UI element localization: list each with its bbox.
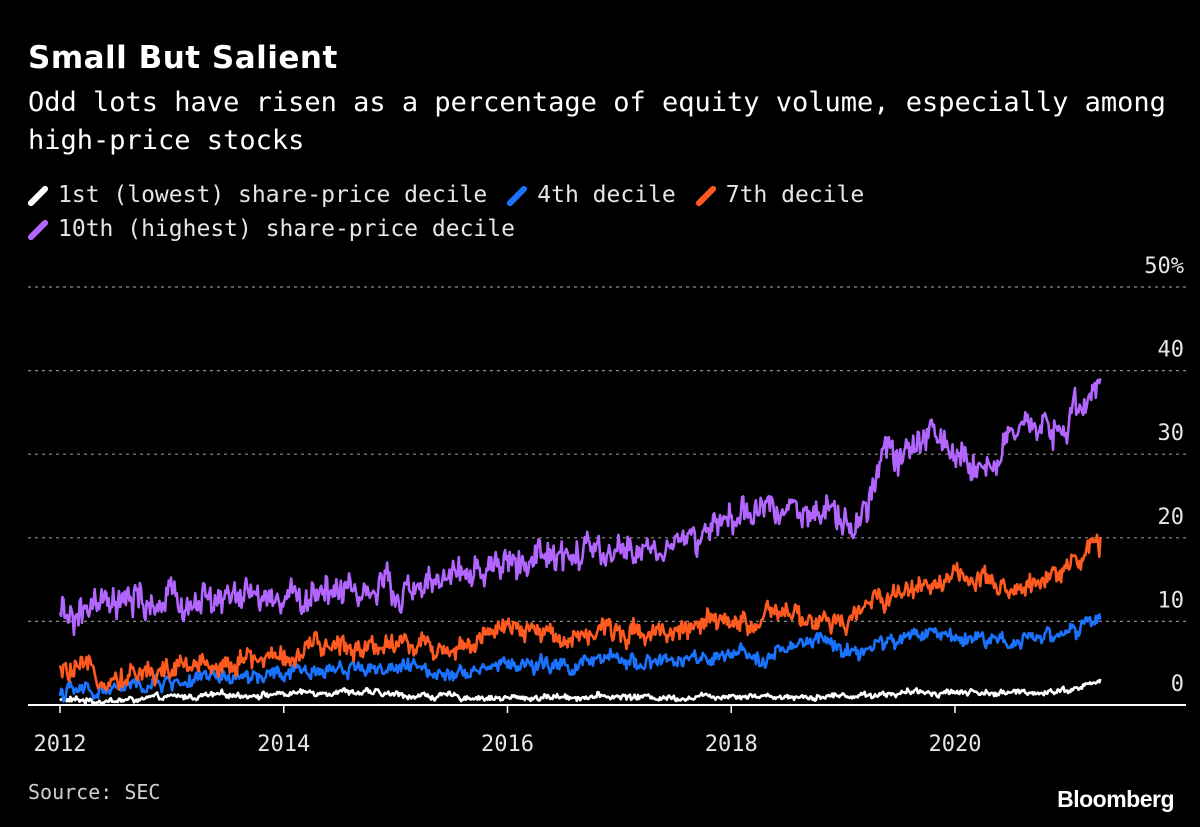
y-tick-label-0: 0 xyxy=(1171,672,1184,697)
y-tick-label-20: 20 xyxy=(1158,505,1185,530)
bloomberg-logo: Bloomberg xyxy=(1057,786,1174,812)
legend-item-1st-decile: 1st (lowest) share-price decile xyxy=(26,182,487,208)
series-1st-decile-line xyxy=(59,678,1102,706)
x-tick-label-2012: 2012 xyxy=(34,732,87,757)
x-tick-label-2016: 2016 xyxy=(481,732,534,757)
series-7th-decile-line xyxy=(58,533,1102,692)
y-tick-label-30: 30 xyxy=(1158,421,1185,446)
legend: 1st (lowest) share-price decile 4th deci… xyxy=(26,178,926,246)
legend-label-1st-decile: 1st (lowest) share-price decile xyxy=(58,182,488,208)
x-tick-label-2018: 2018 xyxy=(705,732,758,757)
chart-title: Small But Salient xyxy=(28,40,338,76)
chart-subtitle: Odd lots have risen as a percentage of e… xyxy=(28,87,1166,156)
legend-label-7th-decile: 7th decile xyxy=(725,182,865,208)
x-tick-label-2020: 2020 xyxy=(929,732,982,757)
legend-label-10th-decile: 10th (highest) share-price decile xyxy=(58,216,515,242)
series-10th-decile-line xyxy=(58,378,1102,636)
y-tick-label-50: 50% xyxy=(1144,254,1184,279)
legend-label-4th-decile: 4th decile xyxy=(537,182,676,208)
y-tick-label-40: 40 xyxy=(1158,338,1185,363)
source-note: Source: SEC xyxy=(28,780,161,804)
legend-item-10th-decile: 10th (highest) share-price decile xyxy=(26,216,515,242)
series-4th-decile-line xyxy=(58,613,1102,703)
legend-item-4th-decile: 4th decile xyxy=(505,182,675,208)
legend-item-7th-decile: 7th decile xyxy=(694,182,864,208)
y-tick-label-10: 10 xyxy=(1158,588,1185,613)
x-tick-label-2014: 2014 xyxy=(257,732,310,757)
